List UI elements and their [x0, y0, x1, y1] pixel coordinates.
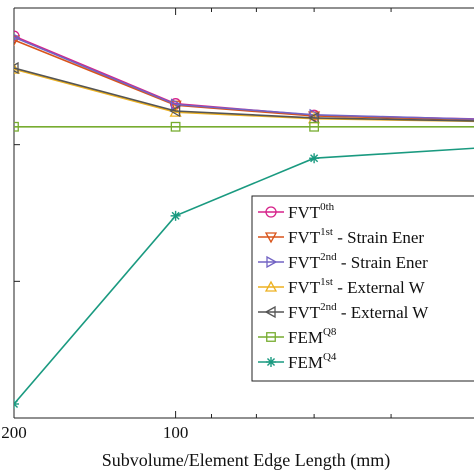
series-line — [14, 36, 474, 120]
legend-label: FVT1st - External W — [288, 276, 426, 297]
series-line — [14, 35, 474, 120]
data-point — [309, 121, 320, 132]
legend-label: FEMQ4 — [288, 351, 337, 372]
data-point — [169, 104, 181, 118]
legend-marker — [266, 255, 278, 269]
data-point — [14, 121, 19, 132]
legend-item: FVT2nd - External W — [258, 301, 429, 322]
legend-label: FVT0th — [288, 201, 335, 222]
series-4 — [14, 61, 474, 125]
legend-item: FVT1st - External W — [258, 276, 426, 297]
data-point — [170, 121, 181, 132]
legend-item: FVT1st - Strain Ener — [258, 226, 424, 247]
legend-marker — [264, 280, 278, 292]
data-point — [309, 153, 320, 164]
series-line — [14, 67, 474, 122]
legend-marker — [264, 232, 278, 244]
legend-marker — [265, 206, 277, 218]
x-axis-title: Subvolume/Element Edge Length (mm) — [102, 450, 390, 471]
data-point — [14, 33, 21, 41]
legend-item: FVT2nd - Strain Ener — [258, 251, 428, 272]
data-point — [14, 399, 19, 409]
x-tick-label: 100 — [163, 423, 189, 442]
legend-marker — [266, 332, 276, 342]
series-line — [14, 39, 474, 121]
legend-item: FEMQ4 — [258, 351, 337, 372]
legend-box — [251, 195, 474, 382]
data-point — [307, 111, 319, 125]
data-point — [14, 61, 19, 75]
series-5 — [14, 121, 474, 132]
legend-marker — [264, 305, 276, 319]
series-line — [14, 68, 474, 123]
legend-label: FEMQ8 — [288, 326, 337, 347]
series-3 — [14, 62, 474, 124]
x-tick-label: 200 — [1, 423, 27, 442]
series-line — [14, 147, 474, 405]
legend: FVT0th FVT1st - Strain Ener FVT2nd - Strai… — [251, 195, 474, 382]
plot-axes: 20010050 — [1, 7, 474, 442]
legend-marker — [266, 357, 276, 367]
legend-label: FVT2nd - External W — [288, 301, 429, 322]
legend-item: FVT0th — [258, 201, 335, 222]
legend-label: FVT1st - Strain Ener — [288, 226, 424, 247]
data-point — [170, 210, 181, 221]
series-2 — [14, 33, 474, 121]
data-point — [14, 35, 21, 47]
legend-label: FVT2nd - Strain Ener — [288, 251, 428, 272]
legend-item: FEMQ8 — [258, 326, 337, 347]
plot-series — [14, 30, 474, 409]
series-6 — [14, 147, 474, 409]
